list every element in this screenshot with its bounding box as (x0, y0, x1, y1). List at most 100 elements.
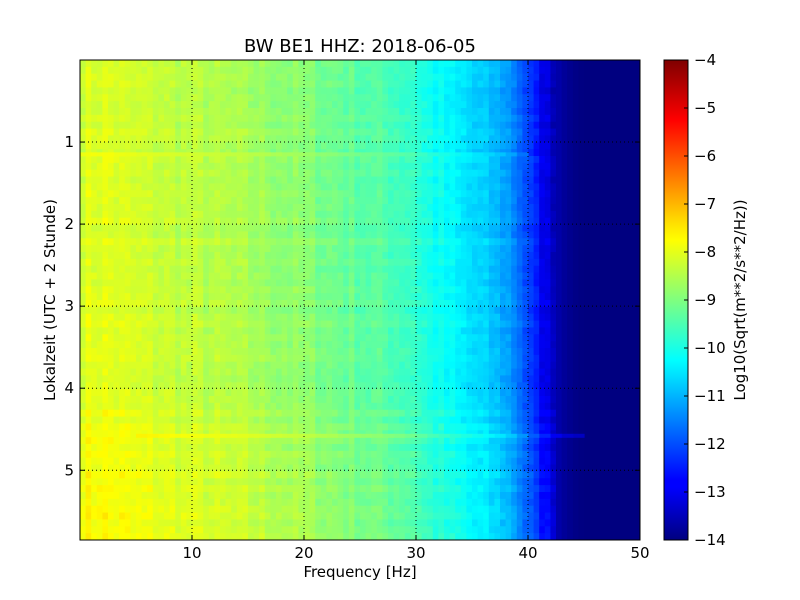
heatmap-cell (270, 354, 277, 363)
heatmap-cell (533, 204, 540, 212)
heatmap-cell (220, 252, 227, 260)
heatmap-cell (332, 135, 339, 143)
heatmap-cell (248, 341, 255, 349)
heatmap-cell (292, 334, 299, 342)
heatmap-cell (556, 382, 563, 390)
heatmap-cell (600, 135, 607, 143)
heatmap-cell (623, 348, 630, 356)
heatmap-cell (102, 169, 109, 178)
heatmap-cell (612, 313, 619, 322)
heatmap-cell (91, 94, 98, 102)
heatmap-cell (421, 300, 428, 308)
heatmap-cell (136, 73, 143, 82)
heatmap-cell (343, 313, 350, 322)
heatmap-cell (220, 66, 227, 75)
heatmap-cell (242, 258, 249, 267)
heatmap-cell (455, 348, 462, 356)
heatmap-cell (197, 210, 204, 219)
heatmap-cell (449, 252, 456, 260)
heatmap-cell (130, 389, 137, 397)
heatmap-cell (152, 354, 159, 363)
heatmap-cell (500, 238, 507, 246)
heatmap-cell (220, 94, 227, 102)
heatmap-cell (410, 334, 417, 342)
heatmap-cell (421, 176, 428, 185)
heatmap-cell (96, 142, 103, 150)
heatmap-cell (119, 204, 126, 212)
heatmap-cell (96, 217, 103, 226)
heatmap-cell (85, 293, 92, 301)
heatmap-cell (108, 300, 115, 308)
heatmap-cell (371, 142, 378, 150)
heatmap-cell (365, 368, 372, 377)
heatmap-cell (472, 190, 479, 198)
heatmap-cell (152, 197, 159, 205)
heatmap-cell (354, 389, 361, 397)
heatmap-cell (410, 389, 417, 397)
heatmap-cell (466, 121, 473, 130)
heatmap-cell (556, 60, 563, 68)
heatmap-cell (488, 258, 495, 267)
heatmap-cell (220, 135, 227, 143)
heatmap-cell (242, 87, 249, 95)
heatmap-cell (584, 300, 591, 308)
heatmap-cell (124, 354, 131, 363)
heatmap-cell (365, 265, 372, 274)
heatmap-cell (544, 162, 551, 171)
heatmap-cell (343, 252, 350, 260)
heatmap-cell (192, 320, 199, 329)
heatmap-cell (472, 368, 479, 377)
heatmap-cell (264, 224, 271, 233)
heatmap-cell (192, 204, 199, 212)
heatmap-cell (427, 94, 434, 102)
heatmap-cell (511, 135, 518, 143)
heatmap-cell (399, 327, 406, 335)
heatmap-cell (292, 142, 299, 150)
heatmap-cell (444, 60, 451, 68)
heatmap-cell (304, 389, 311, 397)
heatmap-cell (164, 348, 171, 356)
heatmap-cell (124, 156, 131, 164)
heatmap-cell (612, 245, 619, 253)
heatmap-cell (494, 142, 501, 150)
heatmap-cell (158, 135, 165, 143)
heatmap-cell (399, 396, 406, 404)
heatmap-cell (522, 87, 529, 95)
heatmap-cell (410, 361, 417, 370)
heatmap-cell (404, 169, 411, 178)
heatmap-cell (432, 320, 439, 329)
heatmap-cell (102, 361, 109, 370)
heatmap-cell (595, 66, 602, 75)
heatmap-cell (208, 375, 215, 383)
heatmap-cell (376, 169, 383, 178)
heatmap-cell (449, 94, 456, 102)
heatmap-cell (343, 238, 350, 246)
heatmap-cell (466, 279, 473, 287)
heatmap-cell (589, 142, 596, 150)
heatmap-cell (550, 327, 557, 335)
heatmap-cell (612, 341, 619, 349)
heatmap-cell (186, 252, 193, 260)
heatmap-cell (326, 389, 333, 397)
heatmap-cell (516, 279, 523, 287)
heatmap-cell (466, 114, 473, 123)
heatmap-cell (253, 300, 260, 308)
heatmap-cell (164, 320, 171, 329)
heatmap-cell (253, 156, 260, 164)
heatmap-cell (544, 121, 551, 130)
heatmap-cell (113, 320, 120, 329)
heatmap-cell (276, 94, 283, 102)
heatmap-cell (259, 396, 266, 404)
heatmap-cell (281, 169, 288, 178)
heatmap-cell (589, 162, 596, 171)
heatmap-cell (192, 73, 199, 82)
heatmap-cell (488, 231, 495, 239)
heatmap-cell (96, 231, 103, 239)
heatmap-cell (348, 245, 355, 253)
heatmap-cell (169, 265, 176, 274)
heatmap-cell (259, 279, 266, 287)
heatmap-cell (281, 265, 288, 274)
heatmap-cell (388, 128, 395, 137)
heatmap-cell (382, 108, 389, 116)
heatmap-cell (404, 142, 411, 150)
